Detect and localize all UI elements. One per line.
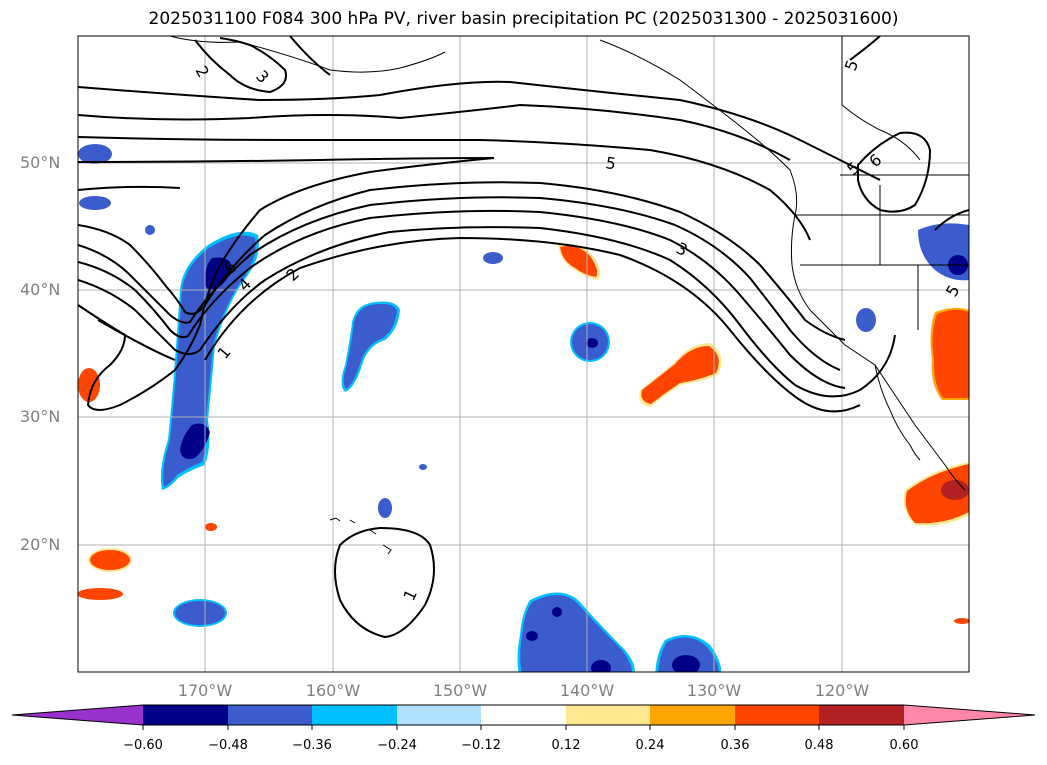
precip-blob <box>343 303 397 389</box>
precip-blob <box>78 588 123 600</box>
precip-blob <box>78 144 112 164</box>
map-plot-area: 2 3 5 5 5 6 6 4 2 1 3 1 5 <box>78 36 969 672</box>
lat-label: 40°N <box>20 280 61 299</box>
precip-blob <box>419 464 427 470</box>
precip-blob <box>90 550 130 570</box>
colorbar-segment <box>397 705 481 725</box>
colorbar-segment <box>481 705 566 725</box>
lon-label: 160°W <box>305 681 361 700</box>
precip-blob <box>641 346 719 404</box>
map-title: 2025031100 F084 300 hPa PV, river basin … <box>148 9 899 29</box>
colorbar-segment <box>143 705 228 725</box>
colorbar-extend-high <box>904 705 1035 725</box>
precip-blob <box>163 235 256 487</box>
colorbar-segment <box>819 705 904 725</box>
colorbar-tick-label: 0.36 <box>720 738 750 753</box>
precip-positive-regions <box>78 243 969 624</box>
pv-contours <box>78 36 969 639</box>
colorbar-tick-label: −0.60 <box>123 738 163 753</box>
colorbar-extend-low <box>12 705 143 725</box>
colorbar-segment <box>735 705 819 725</box>
precip-blob <box>378 498 392 518</box>
precip-blob <box>586 338 598 348</box>
precip-blob <box>180 423 210 459</box>
colorbar-tick-label: −0.12 <box>461 738 501 753</box>
map-frame <box>77 35 970 673</box>
lon-label: 150°W <box>432 681 488 700</box>
precip-blob <box>591 660 611 672</box>
precip-blob <box>905 464 969 524</box>
colorbar-segment <box>228 705 312 725</box>
precip-blob <box>205 523 217 531</box>
colorbar-segment <box>312 705 397 725</box>
lon-label: 130°W <box>686 681 742 700</box>
coastlines <box>169 36 969 555</box>
lon-label: 120°W <box>814 681 870 700</box>
contour-label: 5 <box>604 153 617 173</box>
lat-label: 20°N <box>20 535 61 554</box>
precip-blob <box>932 309 969 398</box>
colorbar-tick-label: 0.12 <box>551 738 581 753</box>
colorbar-tick-label: 0.24 <box>635 738 665 753</box>
colorbar-tick-label: −0.36 <box>292 738 332 753</box>
colorbar-tick-label: −0.24 <box>377 738 417 753</box>
precip-blob <box>520 595 632 672</box>
precip-blob <box>145 225 155 235</box>
colorbar-tick-label: 0.48 <box>804 738 834 753</box>
precip-blob <box>79 196 111 210</box>
precip-blob <box>856 308 876 332</box>
precip-blob <box>941 480 969 500</box>
colorbar <box>11 704 1036 730</box>
lon-label: 170°W <box>177 681 233 700</box>
lat-label: 30°N <box>20 407 61 426</box>
precip-blob <box>526 631 538 641</box>
lon-label: 140°W <box>559 681 615 700</box>
precip-blob <box>483 252 503 264</box>
precip-blob <box>672 655 700 672</box>
lat-label: 50°N <box>20 153 61 172</box>
colorbar-tick-label: 0.60 <box>889 738 919 753</box>
precip-negative-regions <box>78 144 969 672</box>
map-gridlines <box>78 36 969 672</box>
precip-blob <box>175 601 225 625</box>
colorbar-segment <box>566 705 650 725</box>
precip-blob <box>552 607 562 617</box>
colorbar-tick-label: −0.48 <box>208 738 248 753</box>
precip-blob <box>78 368 100 402</box>
precip-blob <box>560 246 598 277</box>
precip-blob <box>954 618 969 624</box>
colorbar-segment <box>650 705 735 725</box>
